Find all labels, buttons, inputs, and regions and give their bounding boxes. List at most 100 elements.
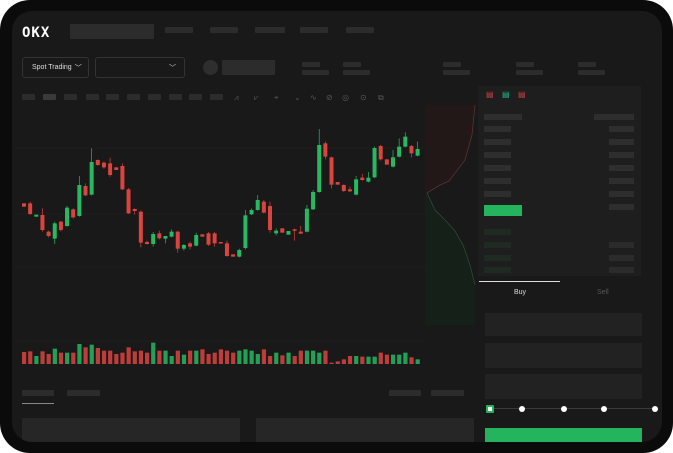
candle-body bbox=[89, 162, 94, 195]
timeframe-button[interactable] bbox=[127, 94, 140, 100]
slider-step[interactable] bbox=[561, 406, 567, 412]
mid-price bbox=[484, 205, 522, 216]
timeframe-button[interactable] bbox=[148, 94, 161, 100]
market-type-dropdown[interactable]: Spot Trading ﹀ bbox=[22, 57, 89, 78]
tab-buy[interactable]: Buy bbox=[514, 289, 527, 296]
candle-body bbox=[77, 185, 82, 216]
settings-icon[interactable]: ⊙ bbox=[360, 93, 367, 102]
fullscreen-icon[interactable]: ⧉ bbox=[378, 93, 384, 102]
ask-price bbox=[484, 191, 511, 197]
ask-amount bbox=[609, 152, 634, 158]
candle-body bbox=[95, 160, 100, 165]
slider-handle[interactable] bbox=[486, 405, 494, 413]
slider-step[interactable] bbox=[519, 406, 525, 412]
timeframe-button[interactable] bbox=[169, 94, 182, 100]
volume-bar bbox=[243, 349, 248, 364]
volume-bar bbox=[224, 350, 230, 364]
chart-type-icon[interactable]: ⩗ bbox=[254, 93, 259, 102]
total-input[interactable] bbox=[485, 374, 642, 399]
draw-tool-icon[interactable]: ⌖ bbox=[274, 93, 279, 102]
candle-body bbox=[384, 159, 389, 165]
timeframe-button[interactable] bbox=[64, 94, 77, 100]
orderbook-asks-icon[interactable]: ▤ bbox=[518, 90, 526, 99]
search-placeholder[interactable] bbox=[70, 24, 154, 39]
slider-step[interactable] bbox=[601, 406, 607, 412]
tab-open-orders[interactable] bbox=[22, 390, 54, 396]
volume-bar bbox=[237, 350, 242, 364]
amount-input[interactable] bbox=[485, 343, 642, 368]
volume-bar bbox=[206, 354, 211, 364]
candle-body bbox=[188, 243, 193, 247]
volume-bar bbox=[34, 356, 39, 364]
volume-bar bbox=[145, 352, 150, 364]
volume-bar bbox=[292, 356, 297, 364]
candle-body bbox=[415, 149, 420, 156]
circle-icon[interactable]: ◎ bbox=[342, 93, 349, 102]
brush-icon[interactable]: ⊘ bbox=[326, 93, 333, 102]
candle-body bbox=[323, 143, 328, 157]
volume-bar bbox=[89, 344, 94, 364]
stat-value bbox=[443, 70, 470, 75]
ask-price bbox=[484, 165, 511, 171]
ask-price bbox=[484, 152, 511, 158]
candle-body bbox=[378, 146, 383, 160]
nav-item[interactable] bbox=[210, 27, 238, 33]
filter-placeholder[interactable] bbox=[431, 390, 464, 396]
pair-dropdown[interactable]: ﹀ bbox=[95, 57, 185, 78]
candle-body bbox=[231, 254, 236, 257]
candle-body bbox=[243, 215, 248, 248]
volume-bar bbox=[335, 361, 340, 364]
nav-item[interactable] bbox=[346, 27, 374, 33]
volume-bar bbox=[323, 350, 328, 364]
candle-body bbox=[132, 209, 137, 211]
price-input[interactable] bbox=[485, 313, 642, 336]
filter-placeholder[interactable] bbox=[389, 390, 421, 396]
amount-slider[interactable] bbox=[489, 408, 657, 409]
buy-button[interactable] bbox=[485, 428, 642, 442]
chevron-down-icon: ﹀ bbox=[74, 64, 82, 72]
stat-label bbox=[343, 62, 361, 67]
indicator-icon[interactable]: ⩘ bbox=[234, 93, 239, 102]
nav-item[interactable] bbox=[165, 27, 193, 33]
timeframe-button[interactable] bbox=[189, 94, 202, 100]
volume-bar bbox=[120, 352, 125, 364]
candle-body bbox=[268, 206, 272, 230]
volume-bar bbox=[83, 347, 88, 364]
line-tool-icon[interactable]: ∿ bbox=[310, 93, 317, 102]
amount-header bbox=[594, 114, 634, 120]
candle-body bbox=[157, 233, 162, 239]
nav-item[interactable] bbox=[255, 27, 285, 33]
stat-value bbox=[302, 70, 329, 75]
timeframe-button[interactable] bbox=[22, 94, 35, 100]
price-header bbox=[484, 114, 522, 120]
okx-logo[interactable]: OKX bbox=[22, 25, 51, 41]
candle-body bbox=[22, 203, 26, 207]
tab-order-history[interactable] bbox=[67, 390, 100, 396]
bid-amount bbox=[609, 242, 634, 248]
volume-bar bbox=[40, 351, 45, 364]
candle-body bbox=[181, 245, 186, 249]
chevron-down-icon[interactable]: ⌄ bbox=[294, 93, 301, 102]
volume-bar bbox=[409, 357, 414, 364]
ask-amount bbox=[609, 178, 634, 184]
candle-body bbox=[83, 186, 88, 196]
volume-bar bbox=[22, 352, 27, 364]
candle-body bbox=[237, 250, 242, 257]
timeframe-button[interactable] bbox=[43, 94, 56, 100]
orderbook-bids-icon[interactable]: ▤ bbox=[502, 90, 510, 99]
slider-step[interactable] bbox=[652, 406, 658, 412]
candlestick-chart[interactable] bbox=[12, 11, 482, 386]
stat-value bbox=[343, 70, 370, 75]
orderbook-both-icon[interactable]: ▤ bbox=[486, 90, 494, 99]
volume-bar bbox=[194, 350, 199, 364]
nav-item[interactable] bbox=[300, 27, 328, 33]
candle-body bbox=[391, 157, 395, 167]
timeframe-button[interactable] bbox=[106, 94, 119, 100]
timeframe-button[interactable] bbox=[86, 94, 99, 100]
tab-sell[interactable]: Sell bbox=[597, 289, 609, 296]
bid-price bbox=[484, 242, 511, 248]
volume-bar bbox=[169, 356, 174, 364]
timeframe-button[interactable] bbox=[210, 94, 223, 100]
stat-value bbox=[578, 70, 605, 75]
